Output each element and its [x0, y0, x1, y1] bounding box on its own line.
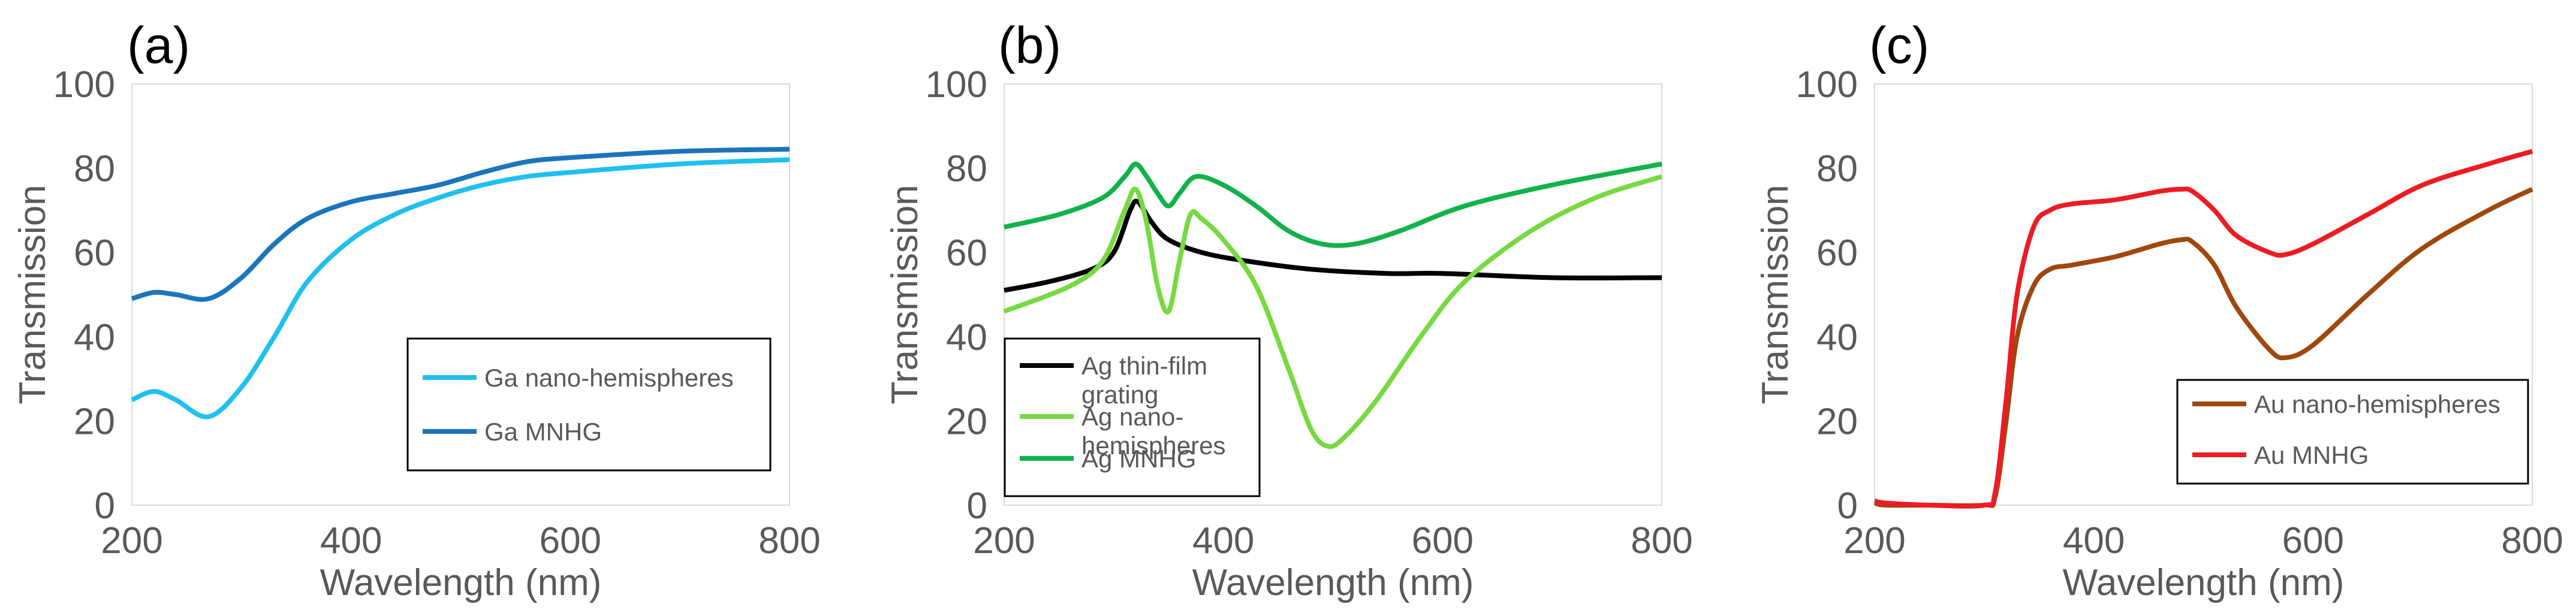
y-tick-label: 80 [946, 149, 987, 190]
legend-entry: Au nano-hemispheres [2254, 390, 2500, 418]
x-tick-label: 600 [2282, 520, 2344, 561]
panel-label: (a) [127, 17, 190, 74]
plot-area-frame [1874, 83, 2533, 506]
legend-entry: Ag nano-hemispheres [1081, 403, 1225, 460]
x-tick-label: 400 [2063, 520, 2125, 561]
y-tick-label: 100 [926, 64, 987, 105]
x-axis-title: Wavelength (nm) [2063, 562, 2345, 603]
y-axis-title: Transmission [12, 185, 53, 404]
y-tick-label: 40 [946, 317, 987, 358]
legend-box [2176, 379, 2529, 485]
x-tick-label: 200 [101, 520, 162, 561]
y-tick-label: 60 [1816, 232, 1858, 274]
plot-area-frame [131, 83, 790, 506]
series-line-ag-thin-film-grating [1004, 198, 1662, 293]
panel-label: (b) [998, 17, 1061, 74]
y-tick-label: 20 [1816, 401, 1858, 442]
x-tick-label: 200 [1843, 520, 1905, 561]
x-axis-title: Wavelength (nm) [320, 562, 602, 603]
legend: Ga nano-hemispheres Ga MNHG [406, 337, 772, 472]
series-line-ga-mnhg [131, 146, 790, 302]
series-line-ga-nano-hemispheres [131, 157, 790, 419]
legend-entry: Au MNHG [2254, 441, 2369, 469]
y-axis-title: Transmission [884, 185, 926, 404]
x-tick-label: 800 [1631, 520, 1692, 561]
y-tick-label: 100 [1796, 64, 1858, 105]
x-tick-label: 800 [758, 520, 820, 561]
panel-c: (c) 0 20 40 60 80 100 200 400 600 800 Wavelength (n… [1755, 17, 2563, 603]
x-tick-label: 600 [540, 520, 601, 561]
legend-entry: Ag thin-film grating [1081, 352, 1207, 409]
x-tick-label: 200 [973, 520, 1035, 561]
legend: Au nano-hemispheres Au MNHG [2176, 379, 2529, 485]
y-tick-label: 80 [1816, 149, 1858, 190]
x-tick-label: 600 [1412, 520, 1474, 561]
y-axis-title: Transmission [1755, 185, 1796, 404]
y-tick-label: 0 [1837, 485, 1858, 527]
y-tick-label: 20 [74, 401, 115, 442]
series-line-au-mnhg [1873, 149, 2533, 509]
y-tick-label: 20 [946, 401, 987, 442]
y-tick-label: 80 [74, 149, 115, 190]
y-tick-label: 60 [74, 232, 115, 274]
y-tick-label: 0 [95, 485, 115, 527]
panel-a: (a) 0 20 40 60 80 100 200 400 600 800 Wavelength (n… [12, 17, 821, 603]
y-tick-label: 0 [967, 485, 987, 527]
legend-entry: Ga nano-hemispheres [484, 364, 734, 392]
legend-box [406, 337, 772, 472]
panel-b: (b) 0 20 40 60 80 100 200 400 600 800 Wavelength (n… [884, 17, 1693, 603]
panel-label: (c) [1869, 17, 1929, 74]
plot-area-frame [1004, 83, 1662, 506]
y-tick-label: 100 [53, 64, 115, 105]
series-line-ag-nano-hemispheres [1003, 174, 1663, 449]
x-axis-title: Wavelength (nm) [1192, 562, 1474, 603]
legend-entry: Ga MNHG [484, 418, 602, 446]
y-tick-label: 40 [74, 317, 115, 358]
y-tick-label: 40 [1816, 317, 1858, 358]
x-tick-label: 400 [320, 520, 382, 561]
x-tick-label: 800 [2501, 520, 2563, 561]
y-tick-label: 60 [946, 232, 987, 274]
series-line-ag-mnhg [1004, 161, 1662, 248]
x-tick-label: 400 [1192, 520, 1254, 561]
legend-entry: Ag MNHG [1081, 445, 1196, 473]
